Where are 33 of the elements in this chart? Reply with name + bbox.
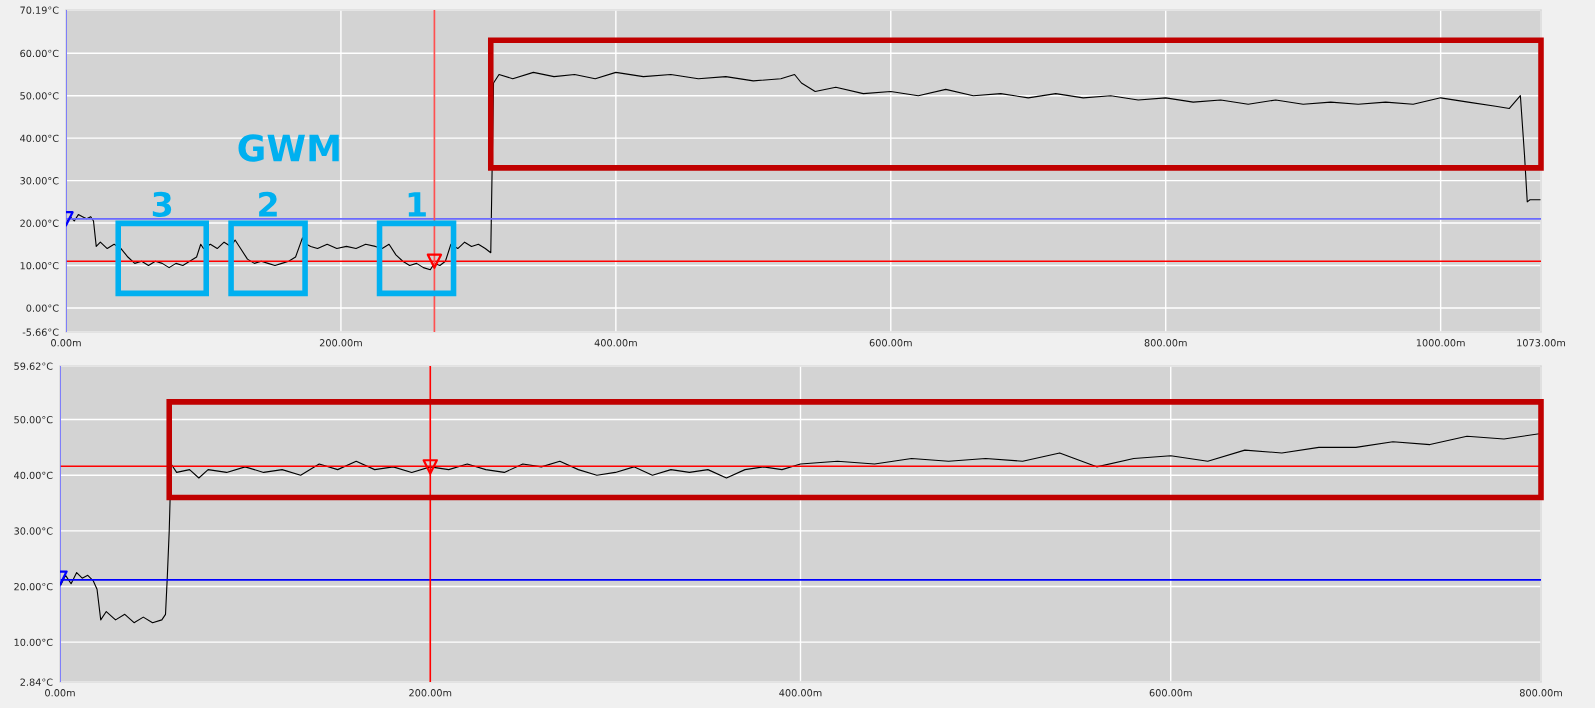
y-tick-label: 70.19°C — [20, 6, 59, 14]
x-tick-label: 800.00m — [1144, 339, 1187, 347]
x-tick-label: 1073.00m — [1517, 339, 1566, 347]
x-tick-label: 600.00m — [869, 339, 912, 347]
x-tick-label: 200.00m — [319, 339, 362, 347]
y-tick-label: 59.62°C — [14, 362, 53, 370]
annotation: 1 — [408, 192, 426, 217]
x-tick-label: 400.00m — [594, 339, 637, 347]
y-tick-label: 20.00°C — [14, 582, 53, 591]
y-tick-label: 60.00°C — [20, 49, 59, 58]
y-tick-label: 2.84°C — [20, 678, 53, 686]
y-tick-label: 10.00°C — [20, 262, 59, 270]
x-tick-label: 800.00m — [1519, 689, 1562, 697]
y-tick-label: 30.00°C — [20, 177, 59, 185]
annotation: GWM — [238, 134, 339, 162]
x-tick-label: 1000.00m — [1416, 339, 1465, 347]
annotation: 3 — [152, 191, 172, 217]
y-tick-label: 50.00°C — [20, 92, 59, 100]
x-tick-label: 400.00m — [779, 689, 822, 697]
x-tick-label: 600.00m — [1149, 689, 1192, 697]
y-tick-label: 40.00°C — [14, 471, 53, 480]
y-tick-label: 50.00°C — [14, 416, 53, 424]
y-tick-label: 40.00°C — [20, 134, 59, 142]
y-tick-label: 0.00°C — [26, 304, 59, 312]
x-tick-label: 0.00m — [45, 689, 75, 697]
y-tick-label: 30.00°C — [14, 527, 53, 535]
annotation: 2 — [259, 191, 277, 217]
y-tick-label: -5.66°C — [22, 328, 59, 336]
x-tick-label: 0.00m — [51, 339, 81, 347]
y-tick-label: 10.00°C — [14, 638, 53, 646]
line-series — [60, 432, 1541, 624]
x-tick-label: 200.00m — [409, 689, 452, 697]
y-tick-label: 20.00°C — [20, 219, 59, 227]
